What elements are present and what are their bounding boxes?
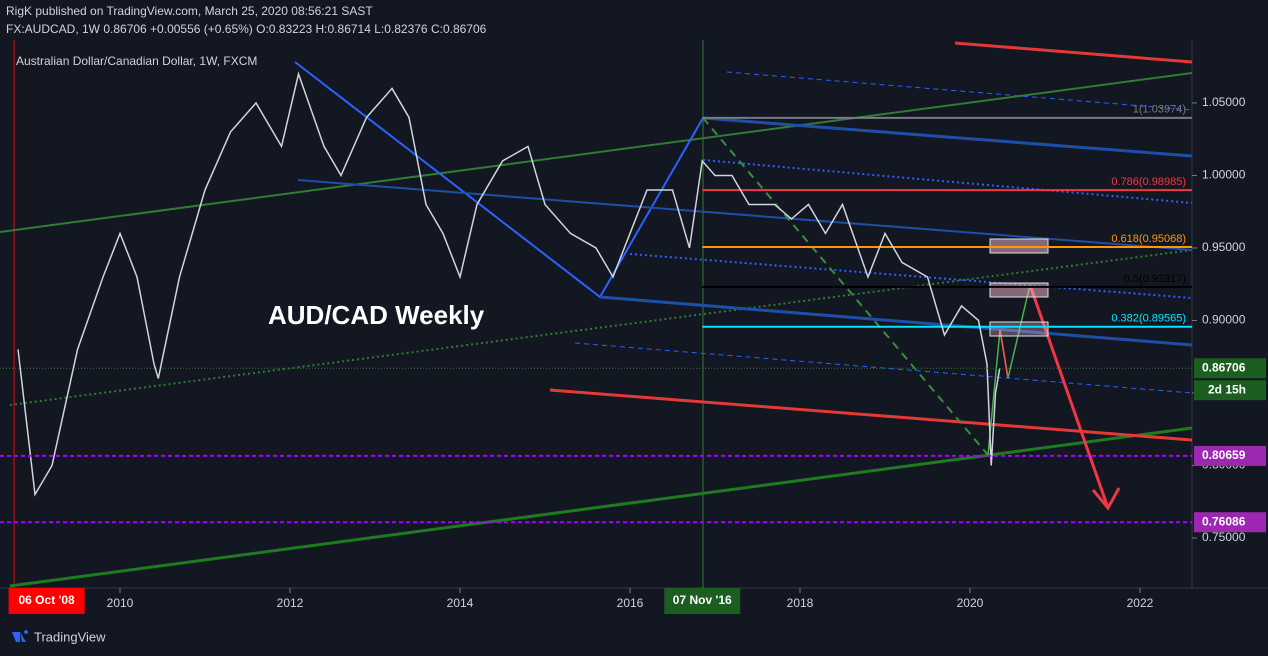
y-tick-label: 0.95000 [1202,240,1246,254]
trendline [702,159,1193,204]
price-tag-label: 0.86706 [1202,360,1246,374]
price-tag-label: 0.80659 [1202,448,1246,462]
brand: TradingView [34,629,106,644]
price-tag-label: 0.76086 [1202,514,1246,528]
countdown: 2d 15h [1208,382,1246,396]
date-tag [664,588,741,614]
trendline [9,249,1193,406]
x-tick-label: 2016 [617,596,644,610]
trendline [702,116,1193,158]
price-tag [1194,358,1266,379]
x-tick-label: 2020 [957,596,984,610]
x-tick-label: 2018 [787,596,814,610]
trendline [599,295,1193,347]
x-tick-label: 2012 [277,596,304,610]
trendline [702,117,989,456]
price-line [17,71,1001,497]
trendline [549,388,1193,442]
price-tag [1194,445,1266,466]
y-tick-label: 1.00000 [1202,168,1246,182]
price-tag [1194,512,1266,533]
date-tag-label: 07 Nov '16 [673,593,732,607]
fib-label: 0.786(0.98985) [1111,176,1186,188]
y-tick-label: 0.90000 [1202,313,1246,327]
x-tick-label: 2010 [107,596,134,610]
zone [989,282,1049,298]
y-tick-label: 0.75000 [1202,530,1246,544]
trendline [954,41,1193,64]
fib-label: 0.618(0.95068) [1111,233,1186,245]
forecast [999,329,1009,379]
fib-label: 1(1.03974) [1133,104,1186,116]
trendline [9,426,1193,588]
x-tick-label: 2014 [447,596,474,610]
y-tick-label: 1.05000 [1202,95,1246,109]
logo [12,630,29,642]
arrow-head [1091,487,1121,511]
chart-title: Australian Dollar/Canadian Dollar, 1W, F… [16,54,257,68]
symbol-line: FX:AUDCAD, 1W 0.86706 +0.00556 (+0.65%) … [6,22,487,36]
trendline [574,342,1193,394]
trendline [0,72,1193,233]
countdown-box [1194,380,1266,401]
fib-label: 0.5(0.92317) [1124,273,1186,285]
trendline [297,179,1193,251]
trendline [726,71,1193,111]
date-tag-label: 06 Oct '08 [19,593,76,607]
fib-label: 0.382(0.89565) [1111,313,1186,325]
annotation: AUD/CAD Weekly [268,300,485,330]
trendline [629,253,1193,299]
zone [989,321,1049,337]
publisher: RigK published on TradingView.com, March… [6,4,373,18]
date-tag [8,588,85,614]
x-tick-label: 2022 [1127,596,1154,610]
